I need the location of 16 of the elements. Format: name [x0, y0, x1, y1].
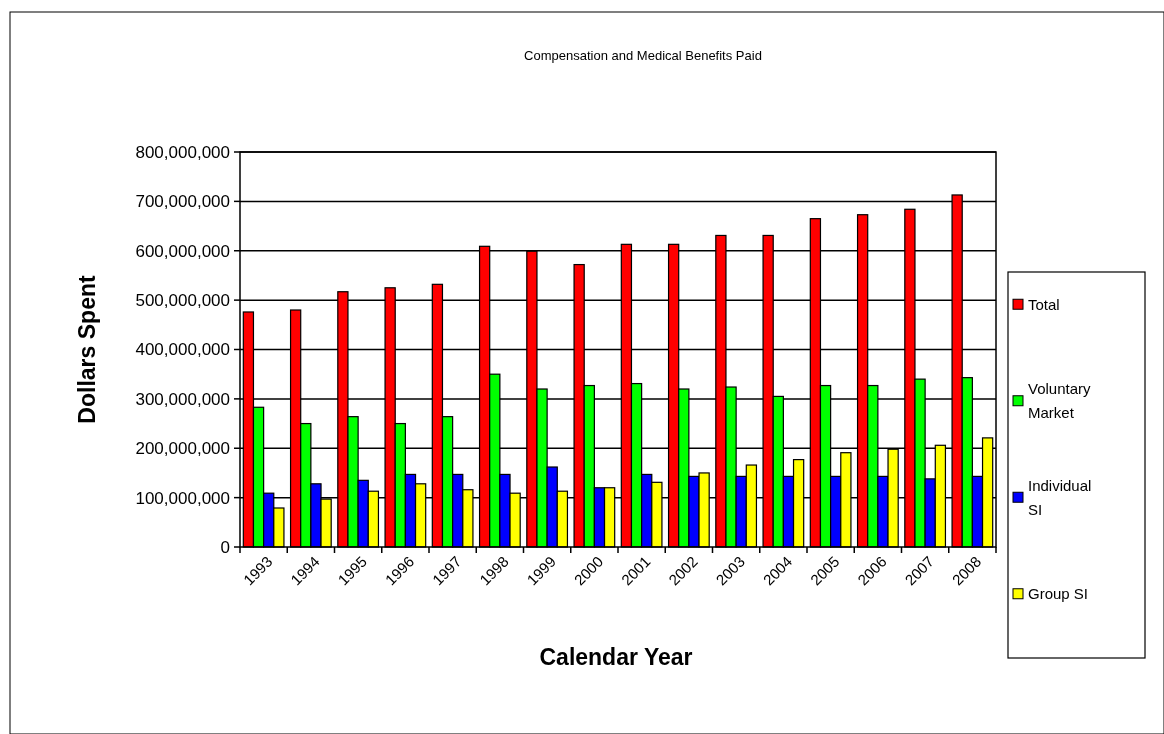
legend-label: Individual SI	[1028, 476, 1092, 518]
y-axis-title: Dollars Spent	[74, 275, 100, 424]
legend-label: Group SI	[1028, 585, 1089, 602]
y-tick-label: 400,000,000	[135, 340, 230, 360]
y-tick-label: 600,000,000	[135, 241, 230, 261]
legend-label: Total	[1028, 295, 1060, 313]
y-tick-label: 200,000,000	[135, 439, 230, 459]
y-tick-label: 700,000,000	[135, 192, 230, 212]
y-tick-label: 800,000,000	[135, 142, 230, 162]
legend-label: Voluntary Market	[1028, 380, 1092, 421]
x-axis-title: Calendar Year	[539, 644, 693, 670]
y-tick-label: 0	[220, 537, 230, 557]
y-tick-label: 100,000,000	[135, 488, 230, 508]
chart-title: Compensation and Medical Benefits Paid	[524, 48, 762, 63]
y-tick-label: 300,000,000	[135, 389, 230, 409]
y-tick-label: 500,000,000	[135, 291, 230, 311]
